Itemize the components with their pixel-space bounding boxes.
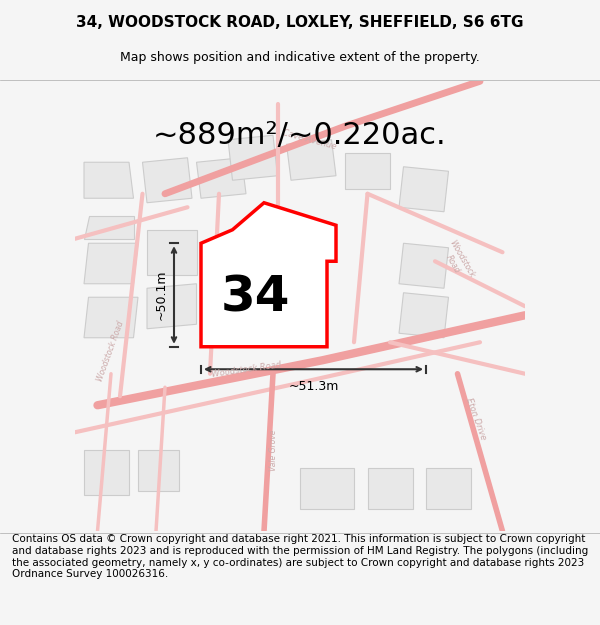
Text: ~51.3m: ~51.3m xyxy=(289,381,338,394)
Polygon shape xyxy=(399,243,449,288)
Polygon shape xyxy=(147,284,197,329)
Polygon shape xyxy=(197,158,246,198)
Text: ~889m²/~0.220ac.: ~889m²/~0.220ac. xyxy=(153,121,447,150)
Polygon shape xyxy=(201,202,336,347)
Polygon shape xyxy=(84,298,138,338)
Polygon shape xyxy=(84,216,133,239)
Polygon shape xyxy=(345,153,390,189)
Text: Vale Grove: Vale Grove xyxy=(269,429,277,471)
Text: Contains OS data © Crown copyright and database right 2021. This information is : Contains OS data © Crown copyright and d… xyxy=(12,534,588,579)
Polygon shape xyxy=(143,158,192,202)
Text: 34, WOODSTOCK ROAD, LOXLEY, SHEFFIELD, S6 6TG: 34, WOODSTOCK ROAD, LOXLEY, SHEFFIELD, S… xyxy=(76,15,524,30)
Polygon shape xyxy=(84,162,133,198)
Polygon shape xyxy=(138,450,179,491)
Text: 34: 34 xyxy=(220,273,290,321)
Polygon shape xyxy=(287,140,336,180)
Polygon shape xyxy=(84,243,138,284)
Text: Woodstock
Road: Woodstock Road xyxy=(439,238,476,284)
Polygon shape xyxy=(84,450,129,495)
Polygon shape xyxy=(367,468,413,509)
Polygon shape xyxy=(147,230,197,275)
Text: Woodstock Road: Woodstock Road xyxy=(211,360,281,379)
Text: Map shows position and indicative extent of the property.: Map shows position and indicative extent… xyxy=(120,51,480,64)
Text: ~50.1m: ~50.1m xyxy=(154,270,167,320)
Polygon shape xyxy=(426,468,471,509)
Text: Woodstock Road: Woodstock Road xyxy=(96,320,126,382)
Polygon shape xyxy=(300,468,354,509)
Polygon shape xyxy=(228,135,277,180)
Polygon shape xyxy=(399,167,449,212)
Polygon shape xyxy=(399,292,449,338)
Text: Eton Drive: Eton Drive xyxy=(464,396,487,441)
Text: Cave Avenue: Cave Avenue xyxy=(281,128,337,151)
